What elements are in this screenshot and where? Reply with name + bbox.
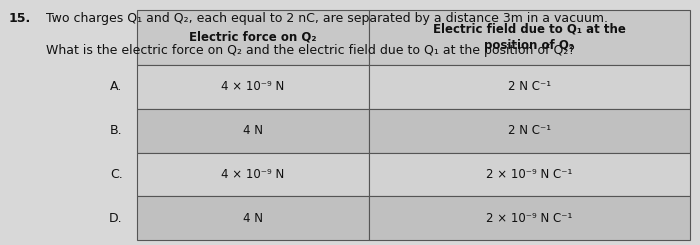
Bar bbox=[369, 109, 690, 153]
Text: 4 N: 4 N bbox=[243, 124, 262, 137]
Text: 2 N C⁻¹: 2 N C⁻¹ bbox=[508, 80, 551, 93]
Bar bbox=[136, 153, 369, 196]
Text: D.: D. bbox=[109, 212, 122, 225]
Bar bbox=[136, 109, 369, 153]
Text: B.: B. bbox=[110, 124, 122, 137]
Bar bbox=[369, 65, 690, 109]
Text: 2 × 10⁻⁹ N C⁻¹: 2 × 10⁻⁹ N C⁻¹ bbox=[486, 168, 573, 181]
Bar bbox=[369, 10, 690, 65]
Text: Electric field due to Q₁ at the: Electric field due to Q₁ at the bbox=[433, 23, 626, 36]
Text: 4 × 10⁻⁹ N: 4 × 10⁻⁹ N bbox=[221, 80, 284, 93]
Text: Electric force on Q₂: Electric force on Q₂ bbox=[189, 31, 316, 44]
Text: 2 N C⁻¹: 2 N C⁻¹ bbox=[508, 124, 551, 137]
Bar bbox=[369, 153, 690, 196]
Text: What is the electric force on Q₂ and the electric field due to Q₁ at the positio: What is the electric force on Q₂ and the… bbox=[46, 44, 575, 57]
Text: 4 N: 4 N bbox=[243, 212, 262, 225]
Bar bbox=[136, 65, 369, 109]
Text: C.: C. bbox=[110, 168, 122, 181]
Text: A.: A. bbox=[111, 80, 122, 93]
Text: 4 × 10⁻⁹ N: 4 × 10⁻⁹ N bbox=[221, 168, 284, 181]
Text: 2 × 10⁻⁹ N C⁻¹: 2 × 10⁻⁹ N C⁻¹ bbox=[486, 212, 573, 225]
Text: Two charges Q₁ and Q₂, each equal to 2 nC, are separated by a distance 3m in a v: Two charges Q₁ and Q₂, each equal to 2 n… bbox=[46, 12, 608, 25]
Bar bbox=[369, 196, 690, 240]
Bar bbox=[136, 10, 369, 65]
Bar bbox=[136, 196, 369, 240]
Text: 15.: 15. bbox=[8, 12, 31, 25]
Text: position of Q₂: position of Q₂ bbox=[484, 39, 574, 52]
